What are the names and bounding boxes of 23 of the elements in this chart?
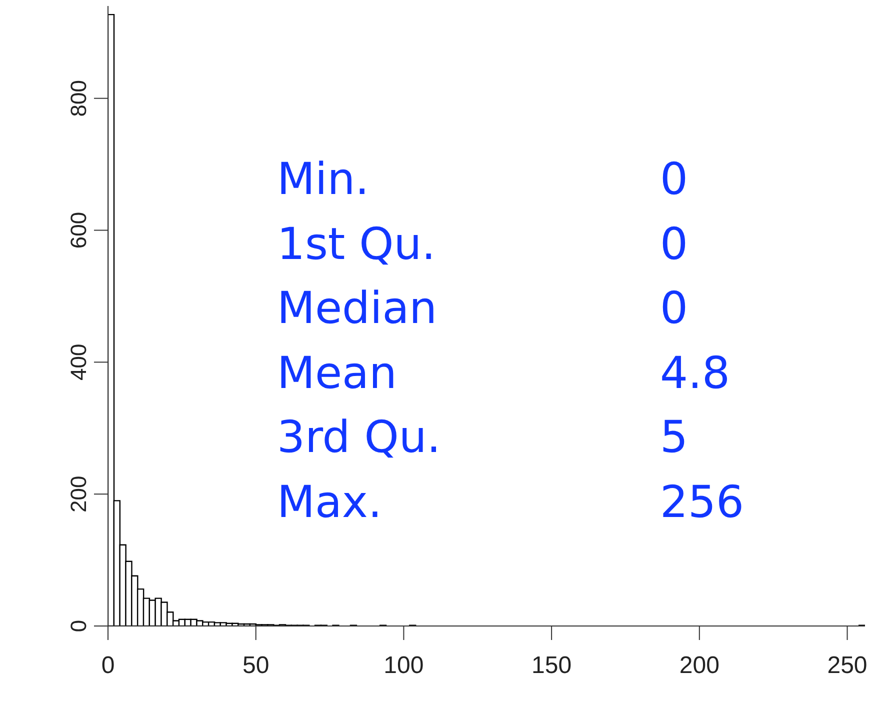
annotation: Max.	[277, 476, 383, 530]
y-tick-label: 400	[66, 344, 91, 381]
y-tick-label: 200	[66, 476, 91, 512]
annotation: 0	[660, 153, 688, 207]
y-tick-label: 0	[66, 620, 91, 632]
annotation: 1st Qu.	[277, 218, 437, 272]
y-tick-label: 800	[66, 80, 91, 117]
annotation: 4.8	[660, 346, 730, 400]
annotation: 256	[660, 476, 744, 530]
x-tick-label: 50	[242, 652, 270, 680]
x-tick-label: 250	[827, 652, 868, 680]
annotation: 0	[660, 282, 688, 336]
annotation: Mean	[277, 346, 398, 400]
annotation: 0	[660, 218, 688, 272]
x-tick-label: 150	[532, 652, 572, 680]
annotation: Median	[277, 282, 438, 336]
x-tick-label: 100	[384, 652, 424, 680]
annotation: Min.	[277, 153, 370, 207]
annotation: 3rd Qu.	[277, 411, 442, 465]
x-tick-label: 0	[101, 652, 115, 680]
x-tick-label: 200	[679, 652, 720, 680]
annotation: 5	[660, 411, 688, 465]
y-tick-label: 600	[66, 212, 91, 249]
